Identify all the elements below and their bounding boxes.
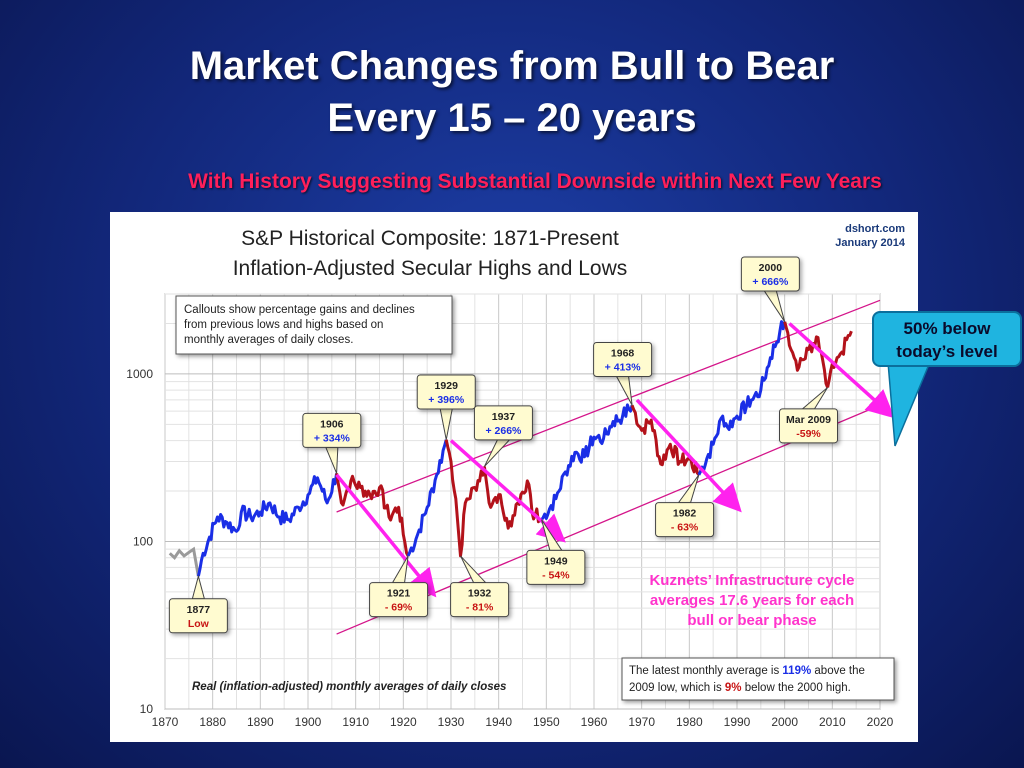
slide-title: Market Changes from Bull to Bear Every 1… [0, 40, 1024, 144]
annotation-value-1937: + 266% [485, 425, 522, 437]
note-line1: Callouts show percentage gains and decli… [184, 304, 415, 316]
annotation-box-1929 [416, 374, 476, 410]
annotation-year-1968: 1968 [611, 347, 635, 359]
annotation-box-1906 [302, 412, 362, 448]
summary-line1-pre: The latest monthly average is [629, 665, 782, 677]
annotation-year-2000: 2000 [759, 262, 783, 274]
summary-line2-value: 9% [725, 682, 742, 694]
x-tick-label-1900: 1900 [295, 715, 322, 729]
downside-callout: 50% below today’s level [872, 311, 1022, 367]
series-bear-4 [444, 439, 486, 558]
x-tick-label-2010: 2010 [819, 715, 846, 729]
note-line2: from previous lows and highs based on [184, 319, 383, 331]
annotation-value-1906: + 334% [314, 432, 351, 444]
annotation-box-1877 [168, 598, 228, 634]
x-tick-label-1940: 1940 [485, 715, 512, 729]
y-tick-label-100: 100 [133, 534, 153, 548]
series-bear-10 [826, 330, 853, 388]
x-tick-label-1910: 1910 [342, 715, 369, 729]
note-box: Callouts show percentage gains and decli… [175, 295, 453, 355]
annotation-value-1877: Low [188, 618, 210, 630]
x-tick-label-1880: 1880 [199, 715, 226, 729]
annotation-year-1921: 1921 [387, 588, 411, 600]
series-bull-8 [697, 320, 787, 476]
x-tick-label-1890: 1890 [247, 715, 274, 729]
slide-subtitle: With History Suggesting Substantial Down… [188, 170, 882, 193]
x-tick-label-1870: 1870 [152, 715, 179, 729]
summary-box: The latest monthly average is 119% above… [621, 657, 895, 701]
chart-title-line2: Inflation-Adjusted Secular Highs and Low… [233, 257, 628, 280]
annotation-year-1932: 1932 [468, 588, 492, 600]
x-tick-label-1950: 1950 [533, 715, 560, 729]
chart-title-line1: S&P Historical Composite: 1871-Present [241, 227, 619, 250]
chart-footnote: Real (inflation-adjusted) monthly averag… [192, 681, 506, 693]
callout-pointer [887, 361, 932, 447]
annotation-value-1968: + 413% [605, 361, 642, 373]
x-tick-label-1920: 1920 [390, 715, 417, 729]
x-tick-label-1980: 1980 [676, 715, 703, 729]
annotation-value-1929: + 396% [428, 394, 465, 406]
annotation-box-1937 [473, 405, 533, 441]
slide-title-line1: Market Changes from Bull to Bear [189, 44, 835, 88]
slide-title-line2: Every 15 – 20 years [327, 96, 697, 140]
annotation-value-2000: + 666% [752, 276, 789, 288]
kuznets-line3: bull or bear phase [687, 612, 817, 629]
chart-date: January 2014 [835, 237, 906, 249]
annotation-box-2000 [740, 256, 800, 292]
annotation-value-1982: - 63% [671, 522, 699, 534]
x-tick-label-2000: 2000 [771, 715, 798, 729]
annotation-year-Mar-2009: Mar 2009 [786, 414, 831, 426]
series-bull-1 [196, 473, 339, 577]
y-tick-label-1000: 1000 [126, 367, 153, 381]
annotation-box-1949 [526, 549, 586, 585]
sp-historical-chart: S&P Historical Composite: 1871-Present I… [126, 223, 906, 729]
x-tick-label-2020: 2020 [867, 715, 894, 729]
x-tick-label-1970: 1970 [628, 715, 655, 729]
kuznets-note: Kuznets’ Infrastructure cycle averages 1… [612, 571, 892, 631]
annotation-value-Mar-2009: -59% [796, 428, 821, 440]
series-bull-6 [540, 403, 634, 521]
summary-line1-value: 119% [782, 665, 811, 677]
annotation-box-1932 [450, 582, 510, 618]
annotation-value-1949: - 54% [542, 569, 570, 581]
callout-line1: 50% below [903, 319, 991, 338]
kuznets-line2: averages 17.6 years for each [649, 592, 855, 609]
summary-line2-pre: 2009 low, which is [629, 682, 725, 694]
callout-line2: today’s level [896, 342, 998, 361]
decline-arrow-4 [788, 322, 895, 419]
chart-source: dshort.com [845, 223, 905, 235]
x-tick-label-1930: 1930 [438, 715, 465, 729]
annotation-value-1932: - 81% [466, 602, 494, 614]
summary-line1: The latest monthly average is 119% above… [629, 665, 865, 677]
chart-panel: S&P Historical Composite: 1871-Present I… [110, 212, 918, 742]
annotation-year-1929: 1929 [435, 380, 459, 392]
annotation-box-Mar-2009 [779, 408, 838, 444]
series-bear-7 [630, 404, 701, 476]
annotation-box-1921 [369, 582, 429, 618]
series-bull-3 [406, 439, 448, 557]
x-tick-label-1960: 1960 [581, 715, 608, 729]
summary-line1-post: above the [811, 665, 865, 677]
annotation-box-1982 [655, 502, 715, 538]
note-line3: monthly averages of daily closes. [184, 334, 353, 346]
annotation-year-1906: 1906 [320, 418, 344, 430]
summary-line2-post: below the 2000 high. [742, 682, 851, 694]
annotation-box-1968 [593, 341, 653, 377]
annotation-year-1877: 1877 [187, 604, 211, 616]
y-tick-label-10: 10 [140, 702, 154, 716]
annotation-year-1937: 1937 [492, 411, 516, 423]
annotation-year-1982: 1982 [673, 508, 697, 520]
x-tick-label-1990: 1990 [724, 715, 751, 729]
series-pre-1877 [168, 546, 200, 577]
decline-arrow-1 [335, 473, 437, 598]
annotation-value-1921: - 69% [385, 602, 413, 614]
kuznets-line1: Kuznets’ Infrastructure cycle [649, 572, 855, 589]
summary-line2: 2009 low, which is 9% below the 2000 hig… [629, 682, 851, 694]
decline-arrow-3 [635, 398, 742, 513]
annotation-year-1949: 1949 [544, 555, 568, 567]
